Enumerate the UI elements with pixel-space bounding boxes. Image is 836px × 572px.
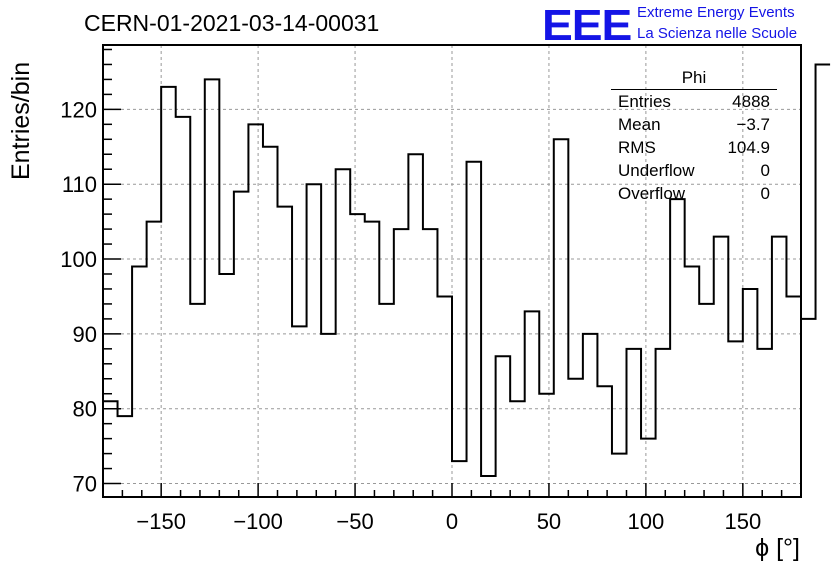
- histogram-bin: [103, 401, 118, 497]
- x-tick-label: −100: [233, 509, 283, 534]
- histogram-bin: [365, 222, 380, 497]
- histogram-bin: [307, 184, 322, 497]
- y-tick-label: 100: [60, 247, 97, 272]
- histogram-bin: [350, 214, 365, 497]
- stat-row-overflow: Overflow 0: [611, 182, 777, 205]
- histogram-bin: [263, 147, 278, 497]
- histogram-bin: [176, 117, 191, 497]
- histogram-bin: [743, 289, 758, 497]
- histogram-bin: [714, 237, 729, 497]
- stat-row-entries: Entries 4888: [611, 90, 777, 113]
- histogram-bin: [525, 311, 540, 497]
- logo-tagline-primary: Extreme Energy Events: [637, 4, 795, 21]
- histogram-bin: [190, 304, 205, 497]
- x-tick-label: −150: [136, 509, 186, 534]
- histogram-bin: [118, 416, 133, 497]
- histogram-outline: [103, 63, 831, 478]
- histogram-bin: [816, 64, 831, 497]
- y-tick-label: 120: [60, 97, 97, 122]
- histogram-bin: [786, 296, 801, 497]
- stat-label: Mean: [618, 115, 661, 134]
- y-tick-label: 70: [73, 472, 97, 497]
- stat-value: 4888: [732, 92, 770, 111]
- x-tick-label: −50: [336, 509, 373, 534]
- histogram-bin: [147, 222, 162, 497]
- histogram-bin: [670, 199, 685, 497]
- x-tick-label: 100: [628, 509, 665, 534]
- histogram-bin: [132, 267, 147, 497]
- histogram-bin: [248, 124, 263, 497]
- y-tick-label: 80: [73, 397, 97, 422]
- stat-label: Underflow: [618, 161, 695, 180]
- stats-box-title: Phi: [611, 67, 777, 90]
- stats-box: Phi Entries 4888 Mean −3.7 RMS 104.9 Und…: [611, 67, 777, 205]
- stat-value: −3.7: [736, 115, 770, 134]
- histogram-bin: [278, 207, 293, 497]
- histogram-bin: [685, 267, 700, 497]
- y-tick-label: 90: [73, 322, 97, 347]
- x-tick-label: 150: [724, 509, 761, 534]
- histogram-bin: [699, 304, 714, 497]
- logo-tagline-secondary: La Scienza nelle Scuole: [637, 25, 798, 42]
- histogram-bin: [801, 319, 816, 497]
- histogram-bin: [467, 162, 482, 497]
- stat-value: 0: [760, 184, 770, 203]
- histogram-bin: [336, 169, 351, 497]
- axis-ticks: [102, 48, 802, 497]
- histogram-bin: [437, 296, 452, 497]
- stat-value: 104.9: [727, 138, 770, 157]
- stat-value: 0: [760, 161, 770, 180]
- x-tick-label: 50: [537, 509, 561, 534]
- histogram-bin: [612, 454, 627, 497]
- histogram-bin: [161, 87, 176, 497]
- stat-label: Overflow: [618, 184, 686, 203]
- x-tick-label: 0: [446, 509, 458, 534]
- histogram-bin: [597, 386, 612, 497]
- histogram-bin: [772, 237, 787, 497]
- x-axis-label: ϕ [°]: [755, 534, 800, 562]
- stat-row-underflow: Underflow 0: [611, 159, 777, 182]
- histogram-bin: [481, 476, 496, 497]
- histogram-bin: [321, 334, 336, 497]
- stat-label: Entries: [618, 92, 671, 111]
- histogram-bin: [568, 379, 583, 497]
- histogram-bin: [205, 79, 220, 497]
- histogram-bin: [234, 192, 249, 497]
- histogram-bin: [757, 349, 772, 497]
- histogram-bin: [627, 349, 642, 497]
- page-title: CERN-01-2021-03-14-00031: [84, 10, 380, 36]
- histogram-bin: [641, 439, 656, 497]
- histogram-bin: [583, 334, 598, 497]
- stat-row-rms: RMS 104.9: [611, 136, 777, 159]
- histogram-bin: [539, 394, 554, 497]
- histogram-bin: [496, 356, 511, 497]
- plot-frame: [102, 44, 802, 498]
- histogram-bin: [554, 139, 569, 497]
- histogram-bin: [728, 341, 743, 497]
- histogram-bin: [219, 274, 234, 497]
- histogram-bin: [379, 304, 394, 497]
- histogram-bin: [656, 349, 671, 497]
- histogram-bin: [394, 229, 409, 497]
- y-tick-label: 110: [62, 172, 97, 197]
- tick-labels: −150 −100 −50 0 50 100 150 70 80 90 100 110 120: [60, 97, 761, 534]
- histogram-bin: [292, 326, 307, 497]
- stat-row-mean: Mean −3.7: [611, 113, 777, 136]
- histogram-bin: [408, 154, 423, 497]
- stat-label: RMS: [618, 138, 656, 157]
- histogram-bin: [510, 401, 525, 497]
- eee-logo: EEE: [542, 1, 632, 50]
- histogram-bin: [423, 229, 438, 497]
- histogram-bin: [452, 461, 467, 497]
